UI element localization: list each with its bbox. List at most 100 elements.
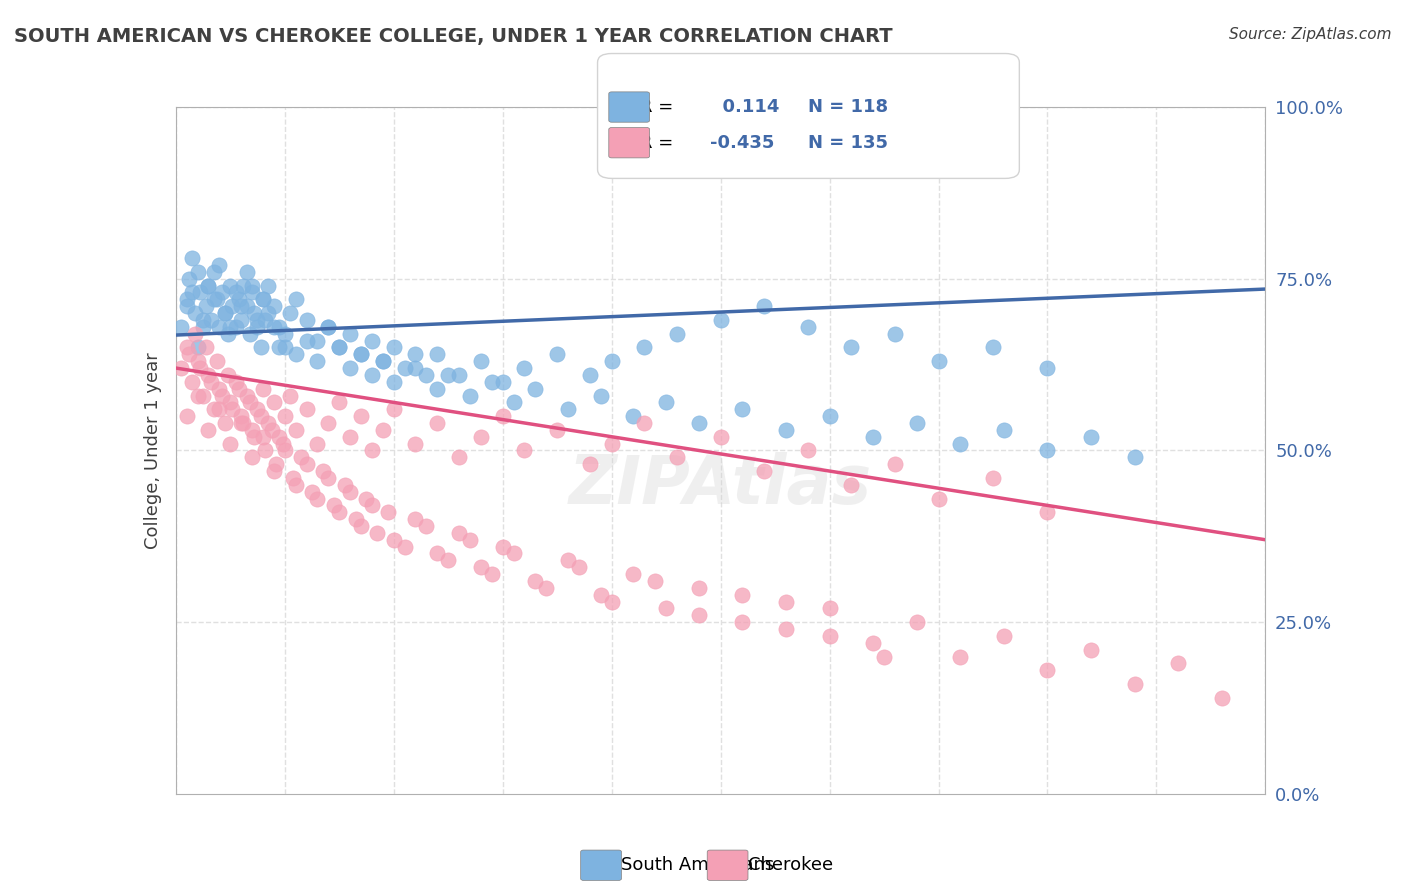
Point <box>181 375 204 389</box>
Point <box>993 423 1015 437</box>
Point <box>254 443 277 458</box>
Point <box>350 347 373 361</box>
Point <box>246 319 269 334</box>
Point <box>589 588 612 602</box>
Point <box>263 395 285 409</box>
Point <box>655 601 678 615</box>
Point <box>1036 443 1059 458</box>
Point <box>621 409 644 423</box>
Point <box>252 293 274 307</box>
Point <box>350 347 373 361</box>
Point <box>202 402 225 417</box>
Point <box>274 409 297 423</box>
Point <box>382 533 405 547</box>
Point <box>231 416 253 430</box>
Point <box>208 382 231 396</box>
Point <box>240 278 263 293</box>
Point <box>366 525 388 540</box>
Point <box>524 574 547 588</box>
Point <box>318 416 340 430</box>
Point <box>371 354 394 368</box>
Point <box>688 581 710 595</box>
Point <box>862 636 884 650</box>
Point <box>295 334 318 348</box>
Point <box>371 423 394 437</box>
Point <box>775 594 797 608</box>
Point <box>818 601 841 615</box>
Point <box>458 533 481 547</box>
Point <box>377 505 399 519</box>
Point <box>1123 677 1146 691</box>
Point <box>492 409 515 423</box>
Point <box>710 430 733 444</box>
Point <box>841 340 863 354</box>
Text: N = 118: N = 118 <box>808 98 889 116</box>
Point <box>731 615 754 630</box>
Point <box>200 375 222 389</box>
Point <box>214 416 236 430</box>
Point <box>775 423 797 437</box>
Point <box>225 319 247 334</box>
Point <box>513 443 536 458</box>
Point <box>254 313 277 327</box>
Point <box>884 457 907 471</box>
Point <box>217 368 239 382</box>
Point <box>269 430 291 444</box>
Point <box>361 443 384 458</box>
Point <box>252 382 274 396</box>
Point <box>797 319 820 334</box>
Point <box>322 499 344 513</box>
Point <box>208 402 231 417</box>
Point <box>333 478 356 492</box>
Point <box>257 278 280 293</box>
Point <box>568 560 591 574</box>
Point <box>235 299 257 313</box>
Point <box>274 443 297 458</box>
Point <box>382 375 405 389</box>
Point <box>818 409 841 423</box>
Point <box>284 347 307 361</box>
Point <box>797 443 820 458</box>
Point <box>447 368 470 382</box>
Text: Cherokee: Cherokee <box>748 856 834 874</box>
Point <box>688 608 710 623</box>
Point <box>278 306 301 320</box>
Point <box>219 395 242 409</box>
Point <box>502 395 524 409</box>
Point <box>394 540 416 554</box>
Text: SOUTH AMERICAN VS CHEROKEE COLLEGE, UNDER 1 YEAR CORRELATION CHART: SOUTH AMERICAN VS CHEROKEE COLLEGE, UNDE… <box>14 27 893 45</box>
Point <box>264 457 287 471</box>
Point <box>415 368 437 382</box>
Text: ZIPAtlas: ZIPAtlas <box>569 452 872 517</box>
Point <box>841 478 863 492</box>
Point <box>426 546 449 561</box>
Point <box>993 629 1015 643</box>
Point <box>754 464 776 478</box>
Point <box>228 382 250 396</box>
Point <box>1080 642 1102 657</box>
Point <box>278 388 301 402</box>
Point <box>295 457 318 471</box>
Point <box>181 285 204 300</box>
Point <box>949 649 972 664</box>
Point <box>621 567 644 582</box>
Point <box>633 340 655 354</box>
Point <box>415 519 437 533</box>
Point <box>905 416 928 430</box>
Point <box>655 395 678 409</box>
Point <box>202 293 225 307</box>
Point <box>307 334 329 348</box>
Point <box>470 430 492 444</box>
Point <box>458 388 481 402</box>
Text: -0.435: -0.435 <box>710 134 775 152</box>
Point <box>600 594 623 608</box>
Point <box>195 340 218 354</box>
Point <box>225 285 247 300</box>
Point <box>284 478 307 492</box>
Point <box>240 285 263 300</box>
Point <box>239 326 262 341</box>
Point <box>197 423 219 437</box>
Point <box>318 319 340 334</box>
Point <box>754 299 776 313</box>
Point <box>339 430 361 444</box>
